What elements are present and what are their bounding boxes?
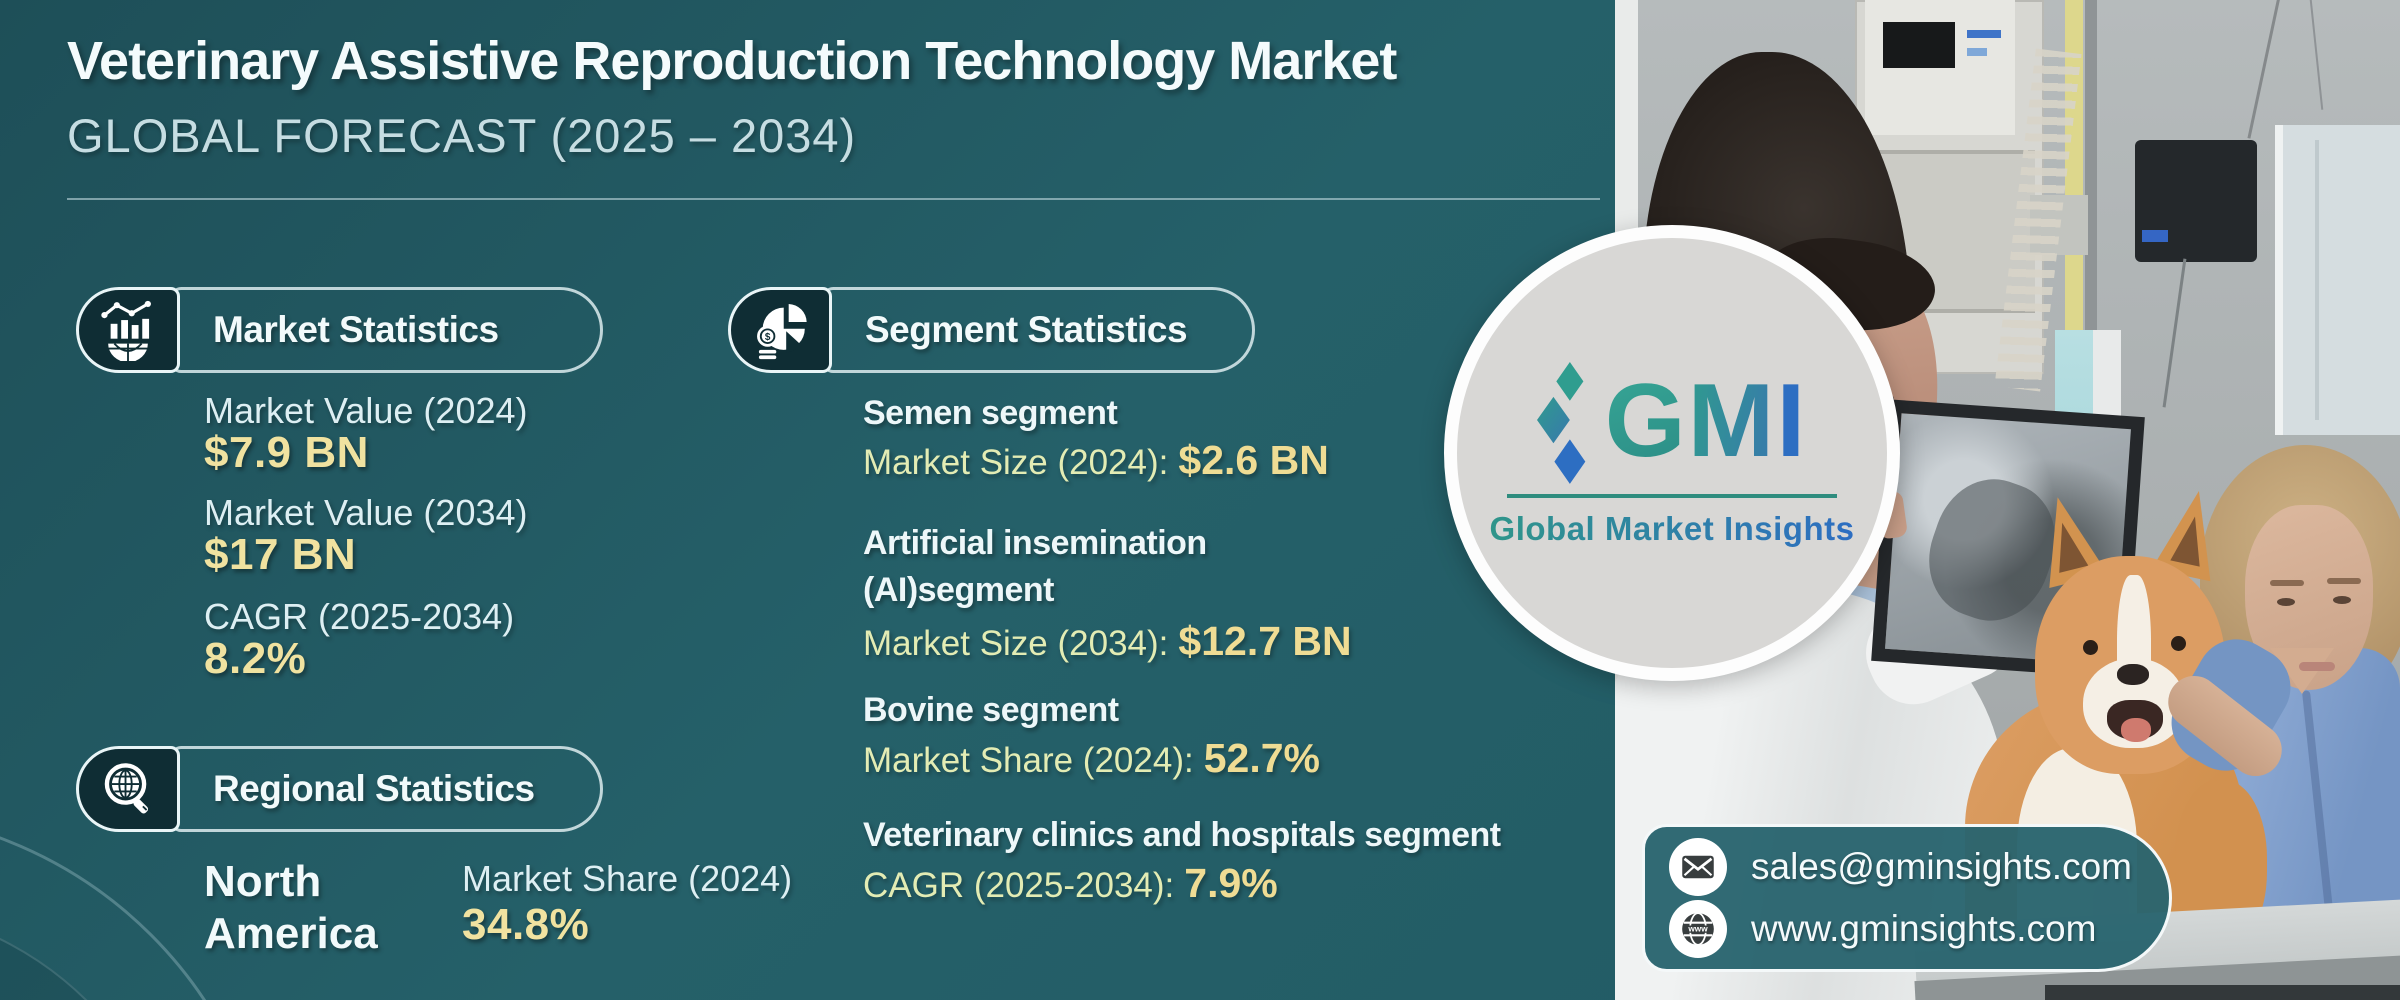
vet-blue-scrubs-mouth: [2299, 662, 2335, 671]
market-statistics-heading: Market Statistics: [213, 309, 499, 350]
segment-stat-line: CAGR (2025-2034): 7.9%: [863, 860, 1278, 907]
regional-statistics-heading: Regional Statistics: [213, 768, 535, 809]
gmi-letter-m: M: [1687, 363, 1777, 479]
dollar-glyph: $: [765, 332, 771, 343]
pie-chart-dollar-icon: $: [728, 287, 832, 373]
contact-website[interactable]: www.gminsights.com: [1751, 907, 2097, 949]
segment-stat-line: Market Size (2034): $12.7 BN: [863, 618, 1352, 665]
segment-stat-line: Market Size (2024): $2.6 BN: [863, 437, 1329, 484]
gmi-logo-divider: [1507, 494, 1837, 498]
corgi-eye: [2171, 636, 2186, 651]
gmi-letter-i: I: [1776, 363, 1808, 479]
hanging-cable: [2247, 0, 2282, 139]
corgi-tongue: [2121, 718, 2151, 742]
wall-lightbox: [2275, 125, 2400, 435]
contact-email[interactable]: sales@gminsights.com: [1751, 846, 2132, 888]
market-statistics-pill: Market Statistics: [170, 287, 603, 373]
regional-share-label: Market Share (2024): [462, 858, 793, 899]
xray-machine-indicator: [1967, 30, 2001, 38]
segment-name: Artificial insemination (AI)segment: [863, 524, 1207, 609]
segment-stat-label: Market Size (2034):: [863, 624, 1169, 663]
globe-bar-chart-icon: [76, 287, 180, 373]
gmi-diamonds-icon: [1536, 362, 1586, 484]
vet-blue-scrubs-eye: [2333, 596, 2351, 604]
market-value-2034-value: $17 BN: [204, 530, 357, 579]
gmi-logo-row: GMI: [1536, 358, 1807, 484]
segment-name: Bovine segment: [863, 691, 1119, 729]
xray-machine-screen: [1883, 22, 1955, 68]
hanging-cable: [2308, 0, 2324, 110]
market-statistics-header: Market Statistics: [76, 287, 603, 373]
wall-lightbox-frame: [2315, 140, 2319, 420]
page-title: Veterinary Assistive Reproduction Techno…: [67, 31, 1397, 91]
segment-stat-value: $12.7 BN: [1178, 618, 1352, 664]
wall-cable: [2162, 258, 2187, 408]
corgi-nose: [2117, 664, 2149, 685]
email-icon: [1669, 838, 1727, 897]
regional-statistics-header: Regional Statistics: [76, 746, 603, 832]
contact-bar: sales@gminsights.com www www.gminsights.…: [1642, 824, 2172, 972]
segment-name: Veterinary clinics and hospitals segment: [863, 816, 1501, 854]
wall-monitor: [2135, 140, 2257, 262]
market-value-2024-value: $7.9 BN: [204, 428, 369, 477]
segment-stat-line: Market Share (2024): 52.7%: [863, 735, 1320, 782]
header-divider: [67, 198, 1600, 200]
regional-statistics-pill: Regional Statistics: [170, 746, 603, 832]
segment-stat-value: 7.9%: [1184, 860, 1278, 906]
segment-stat-label: Market Share (2024):: [863, 741, 1194, 780]
www-glyph: www: [1687, 924, 1708, 933]
page-subtitle: GLOBAL FORECAST (2025 – 2034): [67, 109, 857, 162]
segment-statistics-heading: Segment Statistics: [865, 309, 1188, 350]
exam-table-cabinet: [2045, 985, 2400, 1000]
contact-email-row[interactable]: sales@gminsights.com: [1669, 838, 2145, 897]
region-name: North America: [204, 857, 378, 958]
segment-stat-label: Market Size (2024):: [863, 443, 1169, 482]
regional-share-value: 34.8%: [462, 900, 590, 949]
contact-website-row[interactable]: www www.gminsights.com: [1669, 899, 2145, 958]
cagr-value: 8.2%: [204, 634, 307, 683]
equipment-pole: [2085, 0, 2097, 420]
segment-stat-value: $2.6 BN: [1178, 437, 1329, 483]
segment-name: Semen segment: [863, 394, 1118, 432]
corner-arc-decoration: [0, 905, 184, 1000]
gmi-company-name: Global Market Insights: [1489, 510, 1855, 547]
gmi-logo-badge: GMI Global Market Insights: [1444, 225, 1900, 681]
gmi-letter-g: G: [1604, 363, 1688, 479]
vet-blue-scrubs-eyebrow: [2270, 580, 2304, 586]
vet-blue-scrubs-eyebrow: [2327, 578, 2361, 584]
segment-statistics-pill: Segment Statistics: [822, 287, 1255, 373]
vet-blue-scrubs-eye: [2277, 598, 2295, 606]
cagr-label: CAGR (2025-2034): [204, 596, 515, 637]
segment-stat-value: 52.7%: [1203, 735, 1320, 781]
gmi-acronym: GMI: [1605, 369, 1807, 473]
xray-machine-indicator: [1967, 48, 1987, 56]
wall-monitor-led: [2142, 230, 2168, 242]
market-value-2024-label: Market Value (2024): [204, 390, 528, 431]
corgi-eye: [2083, 640, 2098, 655]
market-value-2034-label: Market Value (2034): [204, 492, 528, 533]
www-globe-icon: www: [1669, 899, 1727, 958]
globe-magnifier-icon: [76, 746, 180, 832]
segment-stat-label: CAGR (2025-2034):: [863, 866, 1175, 905]
segment-statistics-header: $ Segment Statistics: [728, 287, 1255, 373]
